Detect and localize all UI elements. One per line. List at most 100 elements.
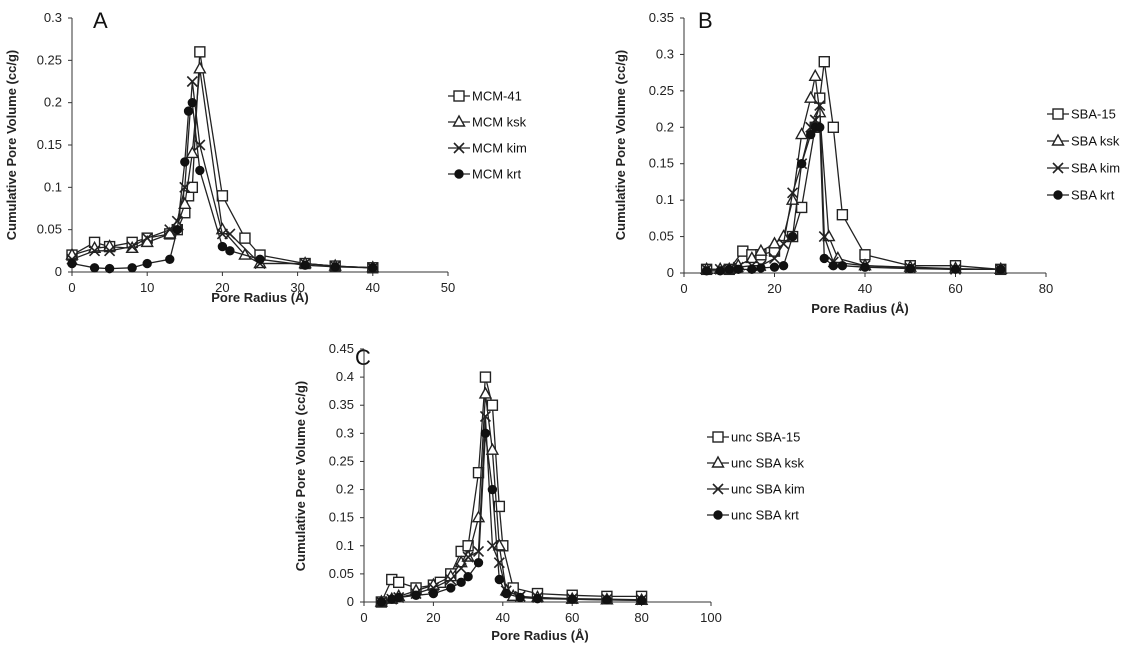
panel-c-series-1-point bbox=[393, 576, 405, 589]
panel-b-series-2-point bbox=[804, 90, 818, 103]
panel-a-series-1-line bbox=[71, 51, 373, 269]
panel-a-series-4-point bbox=[67, 258, 77, 269]
panel-c-series-4-point bbox=[376, 597, 387, 607]
panel-a-series-4-point bbox=[165, 254, 175, 264]
panel-c-series-4-point bbox=[494, 574, 505, 585]
panel-b-series-1-point bbox=[818, 56, 830, 68]
panel-a-series-4-point bbox=[127, 263, 137, 273]
panel-c-series-3-point bbox=[462, 551, 474, 563]
panel-c-legend-marker bbox=[713, 510, 723, 520]
panel-c-series-2 bbox=[374, 386, 649, 607]
panel-c-ytick-label: 0.15 bbox=[329, 510, 354, 525]
panel-b-letter: B bbox=[698, 8, 713, 33]
panel-c-series-4-point bbox=[602, 595, 612, 605]
panel-c-series-4-point bbox=[567, 594, 577, 604]
panel-a-series-3-point bbox=[88, 245, 101, 257]
panel-b-ytick-label: 0.05 bbox=[649, 229, 674, 244]
panel-b-series-4-point bbox=[756, 263, 766, 273]
panel-b-ytick-label: 0.35 bbox=[649, 10, 674, 25]
panel-b-series-4-point bbox=[733, 264, 743, 275]
panel-a-ytick-label: 0.2 bbox=[44, 95, 62, 110]
panel-b-series-4-point bbox=[724, 264, 734, 275]
panel-c-y-axis-label: Cumulative Pore Volume (cc/g) bbox=[293, 381, 308, 571]
panel-c-legend-marker bbox=[712, 431, 724, 443]
panel-c-series-4-point bbox=[487, 484, 498, 495]
panel-c-series-4-point bbox=[473, 557, 484, 568]
panel-b-series-1-line bbox=[706, 61, 1001, 271]
panel-a-ytick-label: 0.15 bbox=[37, 137, 62, 152]
panel-c-series-3 bbox=[375, 410, 648, 608]
panel-a-series-4-point bbox=[195, 165, 205, 176]
panel-c-series-3-point bbox=[479, 410, 492, 423]
panel-b-xtick-label: 60 bbox=[948, 281, 962, 296]
panel-c-series-4-point bbox=[446, 583, 456, 593]
panel-c-series-3-line bbox=[381, 415, 642, 603]
panel-a-series-3-point bbox=[186, 75, 198, 88]
panel-a: A 0 0.05 0.1 0.15 0.2 0.25 0.3 0 10 20 30 40 50 Pore R… bbox=[4, 8, 527, 305]
panel-b-series-4-point bbox=[787, 231, 798, 242]
panel-a-legend-marker bbox=[454, 169, 464, 179]
panel-b-ytick-label: 0.15 bbox=[649, 156, 674, 171]
panel-c-series-4-point bbox=[636, 595, 647, 606]
panel-b-ytick-label: 0 bbox=[667, 265, 674, 280]
panel-b-series-4-point bbox=[796, 159, 807, 169]
panel-b-y-axis-label: Cumulative Pore Volume (cc/g) bbox=[613, 50, 628, 240]
panel-a-series-1-point bbox=[216, 190, 229, 202]
panel-a-series-2-line bbox=[71, 68, 373, 269]
panel-b-series-2 bbox=[699, 68, 1008, 275]
panel-b-series-4-point bbox=[860, 262, 870, 272]
panel-b-legend-marker bbox=[1053, 190, 1063, 200]
panel-a-xtick-label: 10 bbox=[140, 280, 154, 295]
panel-c-series-4-point bbox=[463, 572, 473, 582]
panel-b-ytick-label: 0.3 bbox=[656, 46, 674, 61]
panel-a-series-3-point bbox=[171, 215, 183, 227]
panel-b-legend-marker bbox=[1052, 162, 1064, 174]
panel-a-series-4-point bbox=[330, 262, 340, 272]
panel-b-legend-label: SBA ksk bbox=[1071, 134, 1120, 149]
panel-b-x-axis-label: Pore Radius (Å) bbox=[811, 301, 909, 316]
panel-c-ytick-label: 0 bbox=[347, 594, 354, 609]
panel-a-series-4-point bbox=[142, 258, 152, 269]
panel-a-series-2-point bbox=[185, 146, 200, 159]
panel-c-x-axis-label: Pore Radius (Å) bbox=[491, 628, 589, 643]
panel-b-series-2-point bbox=[754, 243, 768, 256]
panel-a-series-2-point bbox=[193, 61, 207, 74]
panel-b-series-4-point bbox=[769, 262, 780, 272]
panel-c-ytick-label: 0.2 bbox=[336, 482, 354, 497]
panel-a-ytick-label: 0.3 bbox=[44, 10, 62, 25]
panel-c-series-4-point bbox=[428, 588, 439, 599]
panel-b-xtick-label: 20 bbox=[767, 281, 781, 296]
panel-c-ytick-label: 0.35 bbox=[329, 397, 354, 412]
panel-c-legend-label: unc SBA kim bbox=[731, 482, 805, 497]
panel-c-ytick-label: 0.05 bbox=[329, 566, 354, 581]
panel-c-legend-label: unc SBA ksk bbox=[731, 456, 804, 471]
panel-b-series-3-point bbox=[787, 187, 799, 199]
panel-b-series-4-point bbox=[996, 264, 1006, 275]
panel-a-xtick-label: 40 bbox=[366, 280, 380, 295]
panel-b-series-4-point bbox=[715, 266, 725, 276]
panel-c-series-3-point bbox=[493, 557, 505, 569]
panel-a-series-3-point bbox=[224, 228, 236, 240]
panel-c-xtick-label: 20 bbox=[426, 610, 440, 625]
panel-a-ytick-label: 0 bbox=[55, 264, 62, 279]
panel-b-series-4-point bbox=[950, 264, 961, 275]
panel-b-ytick-label: 0.2 bbox=[656, 119, 674, 134]
panel-b-series-2-point bbox=[767, 236, 782, 249]
panel-b-series-4-point bbox=[747, 264, 757, 275]
panel-c-series-2-line bbox=[381, 393, 642, 603]
panel-b-series-4-point bbox=[837, 261, 848, 271]
panel-c-xtick-label: 60 bbox=[565, 610, 579, 625]
panel-b-series-4-point bbox=[701, 266, 712, 276]
panel-a-series-4-point bbox=[300, 260, 310, 270]
panel-a-legend-label: MCM krt bbox=[472, 167, 521, 182]
panel-b-xtick-label: 0 bbox=[680, 281, 687, 296]
panel-c-series-1-point bbox=[479, 371, 492, 383]
panel-b: B 0 0.05 0.1 0.15 0.2 0.25 0.3 0.35 0 20 40 60 80 Pore… bbox=[613, 8, 1120, 316]
panel-a-series-4-point bbox=[89, 263, 100, 273]
panel-a-ytick-label: 0.05 bbox=[37, 222, 62, 237]
panel-c-series-2-point bbox=[471, 510, 486, 523]
panel-c-legend: unc SBA-15 unc SBA ksk unc SBA kim unc SBA … bbox=[707, 430, 805, 523]
panel-b-series-1-point bbox=[836, 209, 849, 221]
panel-c-legend-marker bbox=[711, 455, 725, 468]
panel-c-series-4-point bbox=[515, 592, 525, 603]
